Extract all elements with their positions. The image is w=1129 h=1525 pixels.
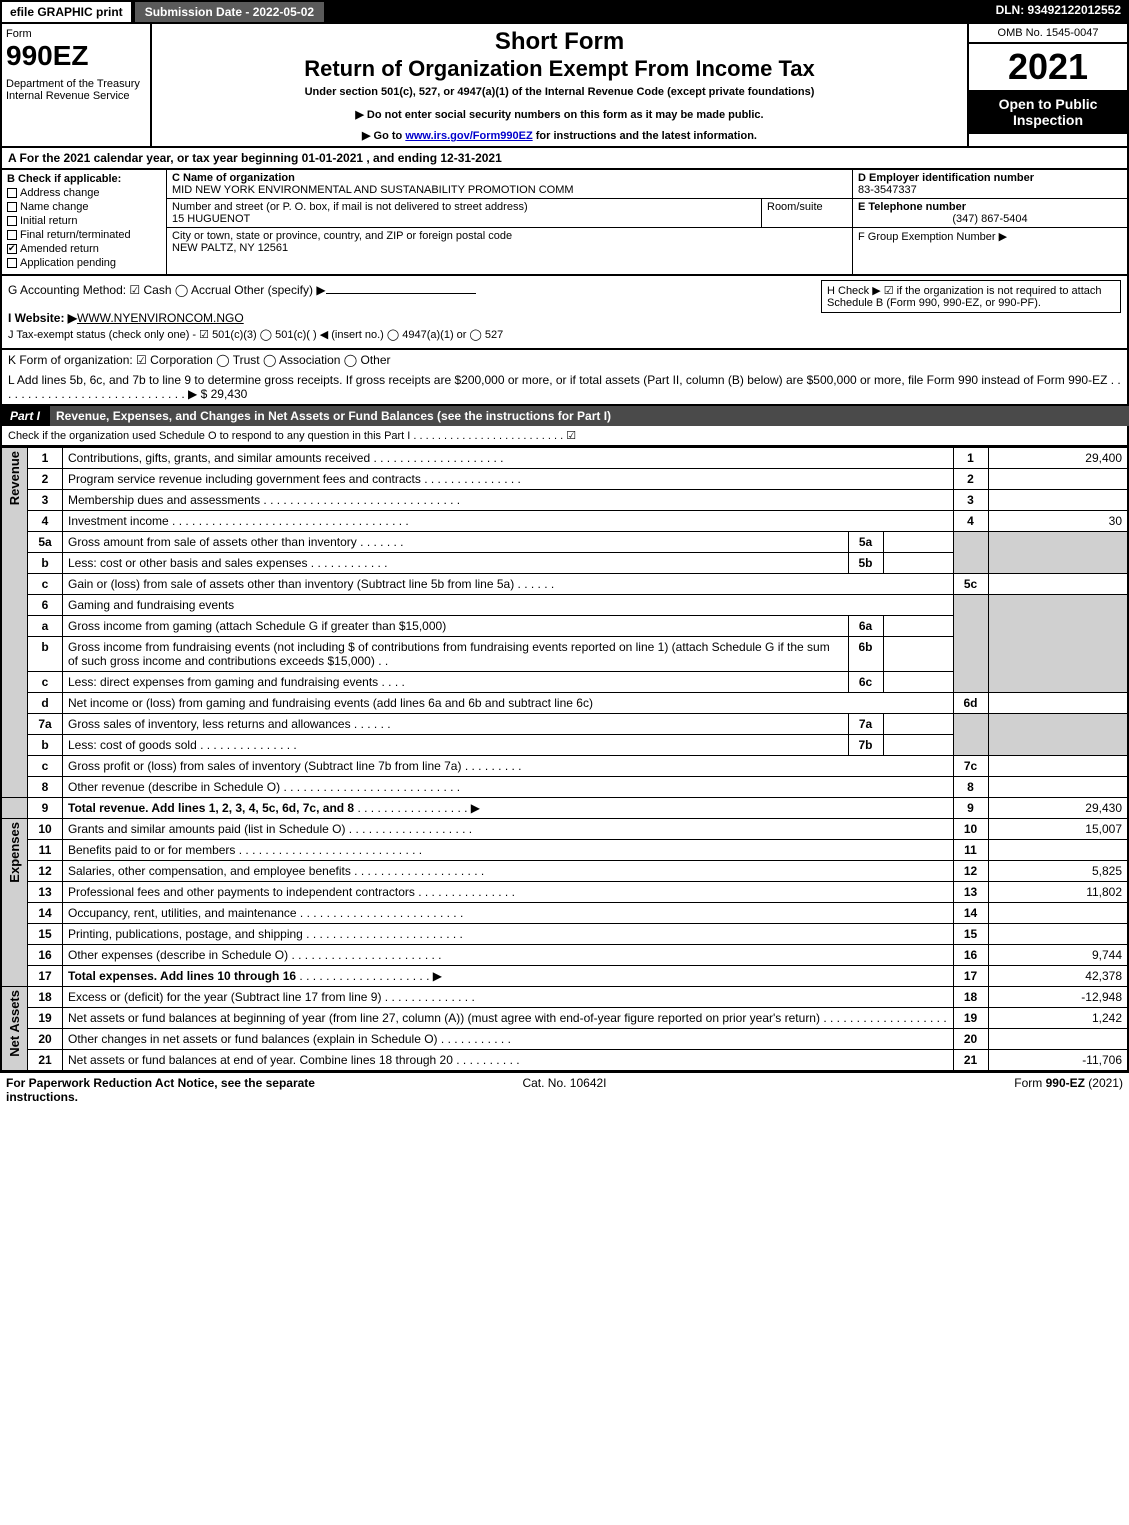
telephone: (347) 867-5404 bbox=[858, 213, 1122, 225]
line-h: H Check ▶ ☑ if the organization is not r… bbox=[821, 280, 1121, 313]
form-header: Form 990EZ Department of the Treasury In… bbox=[0, 24, 1129, 148]
tax-year: 2021 bbox=[969, 44, 1127, 90]
val-line4: 30 bbox=[988, 511, 1128, 532]
footer-cat: Cat. No. 10642I bbox=[378, 1076, 750, 1104]
val-line13: 11,802 bbox=[988, 882, 1128, 903]
e-label: E Telephone number bbox=[858, 201, 1122, 213]
val-line21: -11,706 bbox=[988, 1050, 1128, 1072]
chk-amended-return[interactable] bbox=[7, 244, 17, 254]
top-bar: efile GRAPHIC print Submission Date - 20… bbox=[0, 0, 1129, 24]
part1-header: Part I Revenue, Expenses, and Changes in… bbox=[0, 406, 1129, 426]
header-middle: Short Form Return of Organization Exempt… bbox=[152, 24, 967, 146]
open-inspection: Open to Public Inspection bbox=[969, 90, 1127, 134]
submission-date: Submission Date - 2022-05-02 bbox=[133, 0, 326, 24]
val-line1: 29,400 bbox=[988, 448, 1128, 469]
line-a: A For the 2021 calendar year, or tax yea… bbox=[0, 148, 1129, 170]
irs-link[interactable]: www.irs.gov/Form990EZ bbox=[405, 130, 532, 142]
footer-form: Form 990-EZ (2021) bbox=[751, 1076, 1123, 1104]
short-form-title: Short Form bbox=[156, 28, 963, 56]
warning: ▶ Do not enter social security numbers o… bbox=[156, 108, 963, 121]
b-label: B Check if applicable: bbox=[7, 173, 161, 185]
part1-table: Revenue 1 Contributions, gifts, grants, … bbox=[0, 447, 1129, 1072]
goto-line: ▶ Go to www.irs.gov/Form990EZ for instru… bbox=[156, 129, 963, 142]
goto-suffix: for instructions and the latest informat… bbox=[533, 130, 757, 142]
chk-application-pending[interactable] bbox=[7, 258, 17, 268]
val-line12: 5,825 bbox=[988, 861, 1128, 882]
line-i-label: I Website: ▶ bbox=[8, 311, 77, 325]
d-label: D Employer identification number bbox=[858, 172, 1122, 184]
chk-final-return[interactable] bbox=[7, 230, 17, 240]
chk-initial-return[interactable] bbox=[7, 216, 17, 226]
val-line19: 1,242 bbox=[988, 1008, 1128, 1029]
room-suite-label: Room/suite bbox=[762, 199, 852, 227]
street-address: 15 HUGUENOT bbox=[172, 213, 756, 225]
org-name: MID NEW YORK ENVIRONMENTAL AND SUSTANABI… bbox=[172, 184, 847, 196]
part1-title: Revenue, Expenses, and Changes in Net As… bbox=[50, 406, 1129, 426]
chk-name-change[interactable] bbox=[7, 202, 17, 212]
part1-sub: Check if the organization used Schedule … bbox=[0, 426, 1129, 447]
form-number: 990EZ bbox=[6, 40, 146, 72]
part1-tab: Part I bbox=[0, 406, 50, 426]
goto-prefix: ▶ Go to bbox=[362, 130, 405, 142]
department: Department of the Treasury Internal Reve… bbox=[6, 78, 146, 102]
ein: 83-3547337 bbox=[858, 184, 1122, 196]
section-c: C Name of organization MID NEW YORK ENVI… bbox=[167, 170, 852, 274]
main-title: Return of Organization Exempt From Incom… bbox=[156, 56, 963, 82]
city-state-zip: NEW PALTZ, NY 12561 bbox=[172, 242, 847, 254]
efile-label[interactable]: efile GRAPHIC print bbox=[0, 0, 133, 24]
sidebar-expenses: Expenses bbox=[7, 822, 22, 883]
val-line18: -12,948 bbox=[988, 987, 1128, 1008]
section-b: B Check if applicable: Address change Na… bbox=[2, 170, 167, 274]
line-l: L Add lines 5b, 6c, and 7b to line 9 to … bbox=[0, 370, 1129, 406]
line-k: K Form of organization: ☑ Corporation ◯ … bbox=[0, 350, 1129, 370]
sidebar-revenue: Revenue bbox=[7, 451, 22, 505]
chk-address-change[interactable] bbox=[7, 188, 17, 198]
website[interactable]: WWW.NYENVIRONCOM.NGO bbox=[77, 311, 244, 325]
header-left: Form 990EZ Department of the Treasury In… bbox=[2, 24, 152, 146]
addr-label: Number and street (or P. O. box, if mail… bbox=[172, 201, 756, 213]
section-ghij: G Accounting Method: ☑ Cash ◯ Accrual Ot… bbox=[0, 276, 1129, 350]
dln: DLN: 93492122012552 bbox=[988, 0, 1129, 24]
c-name-label: C Name of organization bbox=[172, 172, 847, 184]
val-line16: 9,744 bbox=[988, 945, 1128, 966]
omb-number: OMB No. 1545-0047 bbox=[969, 24, 1127, 44]
f-label: F Group Exemption Number ▶ bbox=[858, 230, 1122, 243]
footer-left: For Paperwork Reduction Act Notice, see … bbox=[6, 1076, 378, 1104]
form-word: Form bbox=[6, 28, 146, 40]
line-j: J Tax-exempt status (check only one) - ☑… bbox=[8, 328, 1121, 341]
val-line10: 15,007 bbox=[988, 819, 1128, 840]
val-line17: 42,378 bbox=[988, 966, 1128, 987]
block-bcdef: B Check if applicable: Address change Na… bbox=[0, 170, 1129, 276]
subtitle: Under section 501(c), 527, or 4947(a)(1)… bbox=[156, 86, 963, 98]
section-def: D Employer identification number 83-3547… bbox=[852, 170, 1127, 274]
val-line9: 29,430 bbox=[988, 798, 1128, 819]
city-label: City or town, state or province, country… bbox=[172, 230, 847, 242]
header-right: OMB No. 1545-0047 2021 Open to Public In… bbox=[967, 24, 1127, 146]
page-footer: For Paperwork Reduction Act Notice, see … bbox=[0, 1072, 1129, 1107]
sidebar-netassets: Net Assets bbox=[7, 990, 22, 1057]
